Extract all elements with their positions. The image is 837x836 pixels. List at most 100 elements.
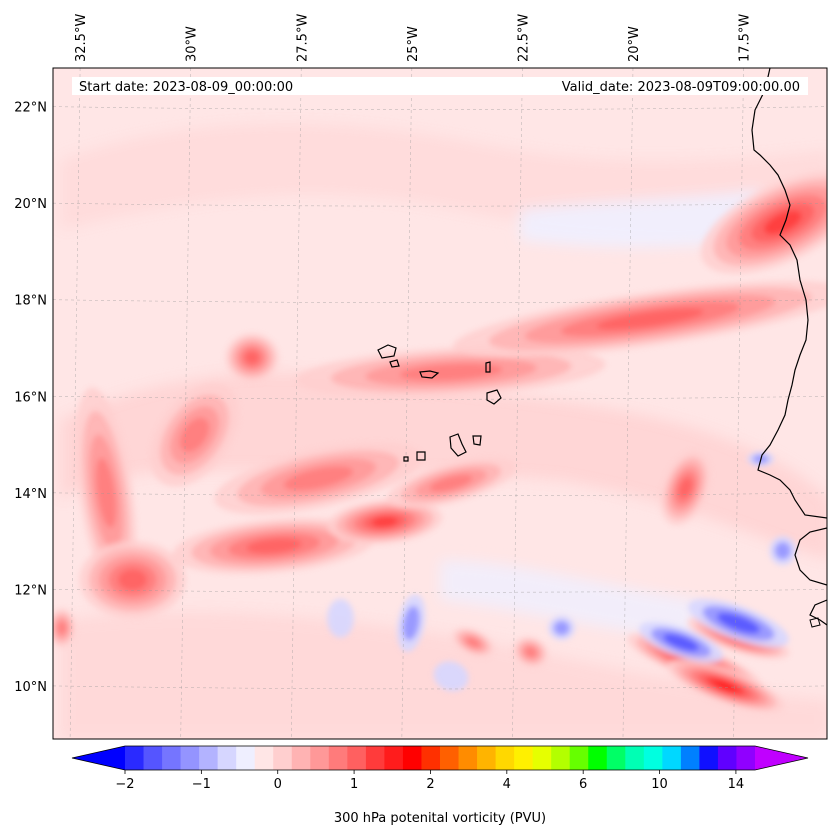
colorbar-segment [440,746,460,770]
parallel-gridline [53,685,827,690]
pv-positive-anomaly [96,457,117,528]
island-santo-antao [377,344,397,359]
colorbar-segment [458,746,478,770]
pv-negative-anomaly [774,542,791,560]
meridian-gridline [69,68,81,739]
parallel-gridline [53,395,827,400]
colorbar-tick-label: 0 [274,777,282,792]
colorbar-segment [736,746,756,770]
meridian-gridline [180,68,191,739]
latitude-tick-label: 22°N [14,101,47,116]
pv-negative-anomaly [553,620,570,636]
colorbar-tick-label: 14 [728,777,745,792]
pv-field [53,68,827,739]
meridian-gridline [733,68,744,739]
pv-positive-anomaly [596,308,704,330]
latitude-tick-label: 18°N [14,294,47,309]
colorbar-tick-label: 2 [426,777,434,792]
colorbar-segment [384,746,404,770]
island-brava [403,456,409,462]
pv-negative-anomaly [402,605,420,641]
latitude-tick-label: 20°N [14,197,47,212]
info-box [72,77,808,95]
pv-positive-anomaly [524,647,537,658]
pv-positive-anomaly [244,351,260,365]
valid-date-label: Valid_date: 2023-08-09T09:00:00.00 [562,80,800,95]
colorbar-label: 300 hPa potenital vorticity (PVU) [334,811,546,826]
colorbar-segment [551,746,571,770]
longitude-tick-label: 17.5°W [738,14,753,62]
parallel-gridline [53,299,827,304]
longitude-tick-label: 25°W [406,26,421,62]
colorbar-segment [199,746,219,770]
colorbar-segment [421,746,441,770]
island-sal [485,361,491,373]
parallel-gridline [53,106,827,110]
latitude-tick-label: 16°N [14,390,47,405]
colorbar-tick-label: −2 [115,777,134,792]
pv-positive-anomaly [713,680,737,692]
colorbar-segment [495,746,515,770]
pv-weak-negative-region [520,190,760,248]
longitude-tick-label: 27.5°W [295,14,310,62]
meridian-gridline [401,68,413,739]
colorbar-tick-label: 4 [503,777,511,792]
colorbar-segment [236,746,256,770]
colorbar-segment [569,746,589,770]
island-sao-nicolau [419,370,440,379]
meridian-gridline [290,68,302,739]
colorbar-segment [347,746,367,770]
longitude-tick-label: 32.5°W [74,14,89,62]
colorbar-segment [273,746,293,770]
latitude-tick-label: 12°N [14,583,47,598]
latitude-tick-label: 10°N [14,680,47,695]
longitude-tick-label: 22.5°W [516,14,531,62]
colorbar: −2 −1 0 1 2 4 6 10 14 [71,745,809,792]
colorbar-segment [162,746,182,770]
colorbar-segment [680,746,700,770]
colorbar-segment [717,746,737,770]
pv-positive-anomaly [246,538,302,554]
pv-positive-anomaly [399,363,503,381]
start-date-label: Start date: 2023-08-09_00:00:00 [79,80,293,95]
longitude-tick-label: 20°W [627,26,642,62]
pv-weak-negative-region-2 [440,560,700,640]
pv-positive-anomaly [429,474,473,492]
colorbar-segment [606,746,626,770]
parallel-gridline [53,589,827,593]
bijagos-coast [809,599,827,626]
pv-positive-anomaly [466,637,481,648]
parallel-gridline [53,492,827,497]
colorbar-segment [588,746,608,770]
colorbar-max-extension [755,746,808,770]
colorbar-segment [291,746,311,770]
island-sao-vicente [389,359,400,368]
colorbar-segment [254,746,274,770]
island-santiago [449,433,467,457]
colorbar-min-extension [72,746,125,770]
latitude-tick-label: 14°N [14,487,47,502]
pv-positive-anomaly [283,466,354,491]
colorbar-segment [125,746,145,770]
colorbar-segment [310,746,330,770]
colorbar-segment [402,746,422,770]
colorbar-segment [328,746,348,770]
colorbar-tick-label: 10 [651,777,668,792]
pv-positive-anomaly [371,516,398,527]
colorbar-segment [662,746,682,770]
pv-positive-anomaly [57,621,67,635]
africa-coastline-south [794,527,827,586]
pv-negative-anomaly [663,633,699,652]
colorbar-segment [643,746,663,770]
colorbar-segment [180,746,200,770]
coast-island-1 [809,617,821,628]
colorbar-segment [477,746,497,770]
island-maio [472,435,482,446]
pv-positive-anomaly [118,569,148,591]
pv-negative-anomaly [717,612,761,634]
africa-coastline [751,68,827,519]
longitude-tick-label: 30°W [185,26,200,62]
colorbar-segment [532,746,552,770]
pv-negative-anomaly [433,661,469,692]
